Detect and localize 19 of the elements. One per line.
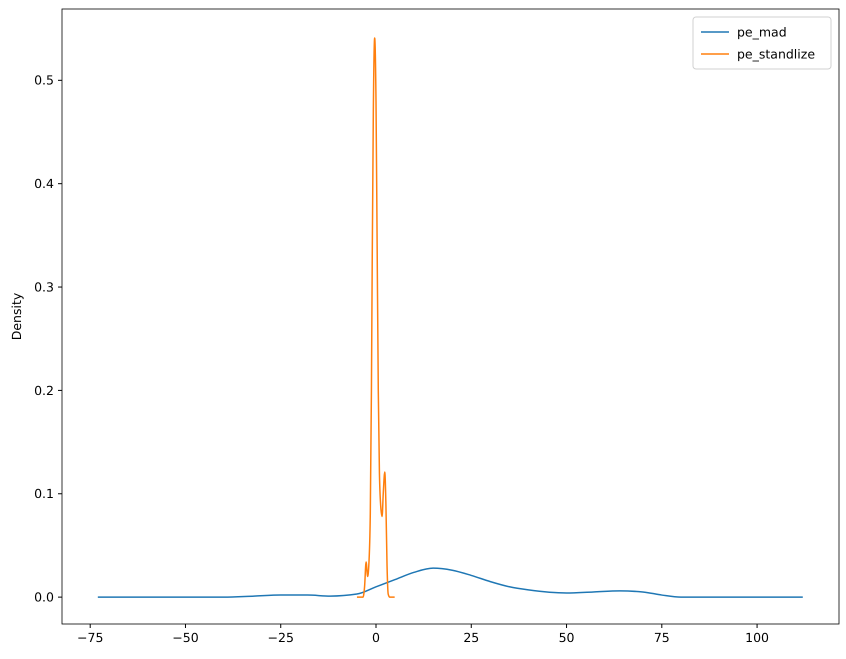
- y-tick-label: 0.2: [34, 382, 54, 398]
- y-tick-label: 0.4: [34, 176, 54, 192]
- x-tick-label: −75: [77, 630, 104, 645]
- line-series: [97, 567, 804, 598]
- y-tick-label: 0.3: [34, 279, 54, 294]
- y-tick-label: 0.1: [34, 486, 54, 502]
- y-tick-label: 0.5: [34, 72, 54, 88]
- x-tick-label: −25: [268, 630, 294, 645]
- legend-label: pe_standlize: [737, 46, 816, 62]
- y-axis-title: Density: [9, 292, 24, 340]
- x-tick-label: 75: [654, 630, 670, 645]
- x-tick-label: 25: [463, 630, 480, 645]
- x-tick-label: 0: [372, 630, 380, 645]
- y-tick-label: 0.0: [34, 590, 54, 604]
- x-tick-label: 100: [745, 630, 770, 645]
- x-tick-label: 50: [558, 630, 575, 645]
- legend-label: pe_mad: [737, 24, 787, 40]
- line-series: [356, 37, 396, 598]
- x-tick-label: −50: [172, 630, 199, 645]
